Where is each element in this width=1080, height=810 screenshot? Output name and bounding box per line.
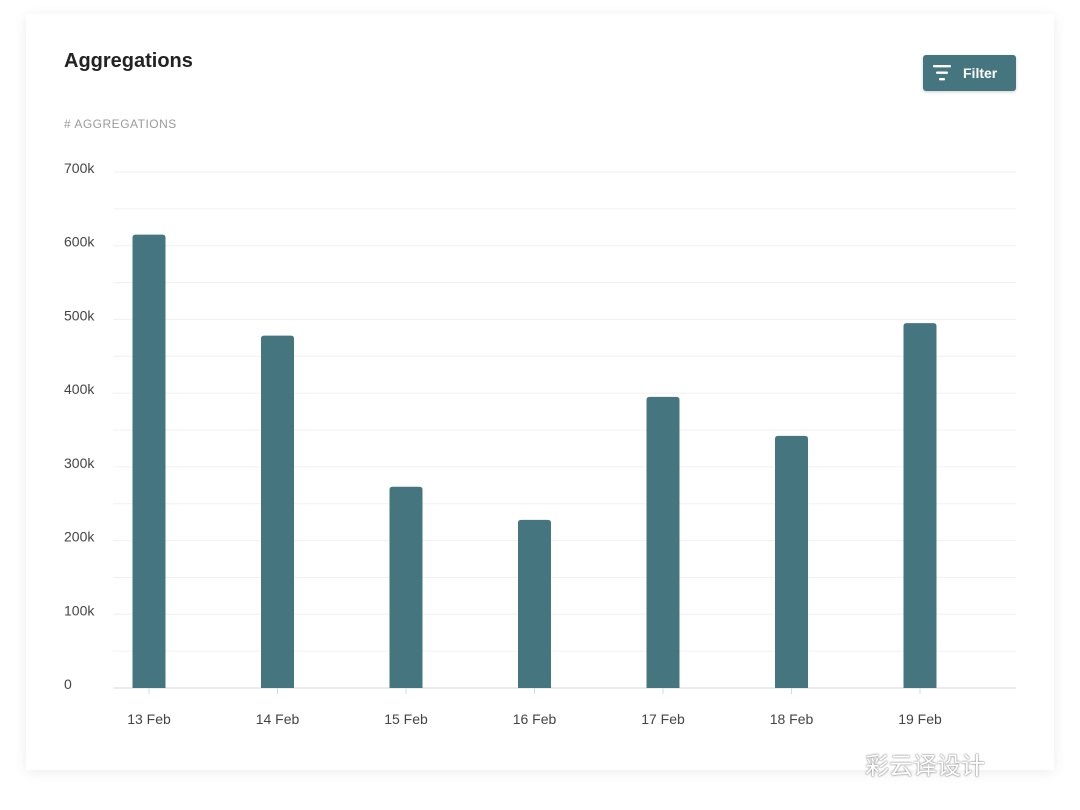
bar <box>261 335 294 688</box>
x-tick-label: 18 Feb <box>770 711 814 727</box>
x-tick-label: 13 Feb <box>127 711 171 727</box>
y-tick-label: 400k <box>64 381 95 397</box>
x-tick-label: 17 Feb <box>641 711 685 727</box>
y-tick-label: 700k <box>64 160 95 176</box>
x-tick-label: 19 Feb <box>898 711 942 727</box>
y-tick-label: 500k <box>64 307 95 323</box>
y-axis-label: # AGGREGATIONS <box>64 117 177 131</box>
bar <box>132 234 166 688</box>
bar <box>646 396 680 688</box>
x-tick-label: 15 Feb <box>384 711 428 727</box>
y-tick-label: 200k <box>64 529 95 545</box>
page-title: Aggregations <box>64 50 193 72</box>
filter-button[interactable]: Filter <box>923 55 1016 91</box>
y-tick-label: 600k <box>64 234 95 250</box>
y-tick-label: 100k <box>64 602 95 618</box>
watermark-text: 彩云译设计 <box>865 753 985 780</box>
filter-icon <box>933 65 951 81</box>
y-tick-label: 0 <box>64 676 72 692</box>
bar <box>518 519 551 688</box>
x-tick-label: 16 Feb <box>513 711 557 727</box>
filter-label: Filter <box>963 65 998 81</box>
bar <box>389 486 423 688</box>
bar <box>775 435 808 688</box>
bar <box>903 323 937 688</box>
x-tick-label: 14 Feb <box>256 711 300 727</box>
y-tick-label: 300k <box>64 455 95 471</box>
watermark: 彩云译设计 <box>865 746 985 781</box>
